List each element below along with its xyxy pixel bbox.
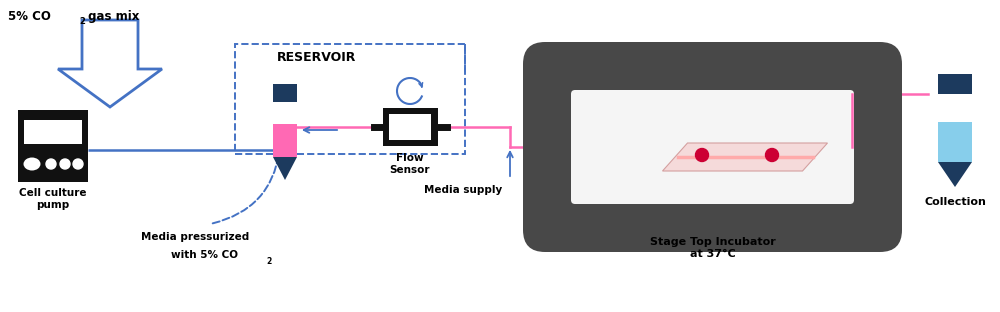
FancyBboxPatch shape — [18, 110, 88, 182]
FancyBboxPatch shape — [388, 114, 431, 140]
Polygon shape — [58, 20, 162, 107]
FancyBboxPatch shape — [938, 122, 972, 162]
Text: 2: 2 — [79, 17, 85, 26]
Polygon shape — [662, 143, 828, 171]
FancyBboxPatch shape — [938, 94, 972, 122]
FancyBboxPatch shape — [571, 90, 854, 204]
Text: Cell culture
pump: Cell culture pump — [19, 188, 87, 210]
FancyBboxPatch shape — [24, 120, 82, 144]
FancyBboxPatch shape — [273, 124, 297, 157]
Text: RESERVOIR: RESERVOIR — [277, 51, 357, 64]
Text: gas mix: gas mix — [84, 10, 139, 23]
Circle shape — [46, 159, 56, 169]
Circle shape — [60, 159, 70, 169]
FancyBboxPatch shape — [382, 108, 438, 146]
Text: Collection: Collection — [924, 197, 986, 207]
Polygon shape — [273, 157, 297, 180]
Text: Media pressurized: Media pressurized — [141, 232, 249, 242]
Ellipse shape — [24, 158, 40, 170]
Circle shape — [766, 149, 779, 162]
FancyBboxPatch shape — [273, 102, 297, 124]
Text: Stage Top Incubator
at 37°C: Stage Top Incubator at 37°C — [650, 237, 775, 259]
Text: Chip: Chip — [669, 115, 696, 125]
Text: 2: 2 — [266, 257, 272, 266]
Text: Your cells: Your cells — [714, 105, 771, 115]
Text: with 5% CO: with 5% CO — [172, 250, 238, 260]
Polygon shape — [938, 162, 972, 187]
Circle shape — [73, 159, 83, 169]
Text: Media supply: Media supply — [424, 185, 502, 195]
FancyBboxPatch shape — [523, 42, 902, 252]
Text: 5% CO: 5% CO — [8, 10, 51, 23]
Text: Flow
Sensor: Flow Sensor — [390, 153, 430, 175]
FancyBboxPatch shape — [273, 84, 297, 102]
Circle shape — [696, 149, 708, 162]
FancyBboxPatch shape — [938, 74, 972, 94]
